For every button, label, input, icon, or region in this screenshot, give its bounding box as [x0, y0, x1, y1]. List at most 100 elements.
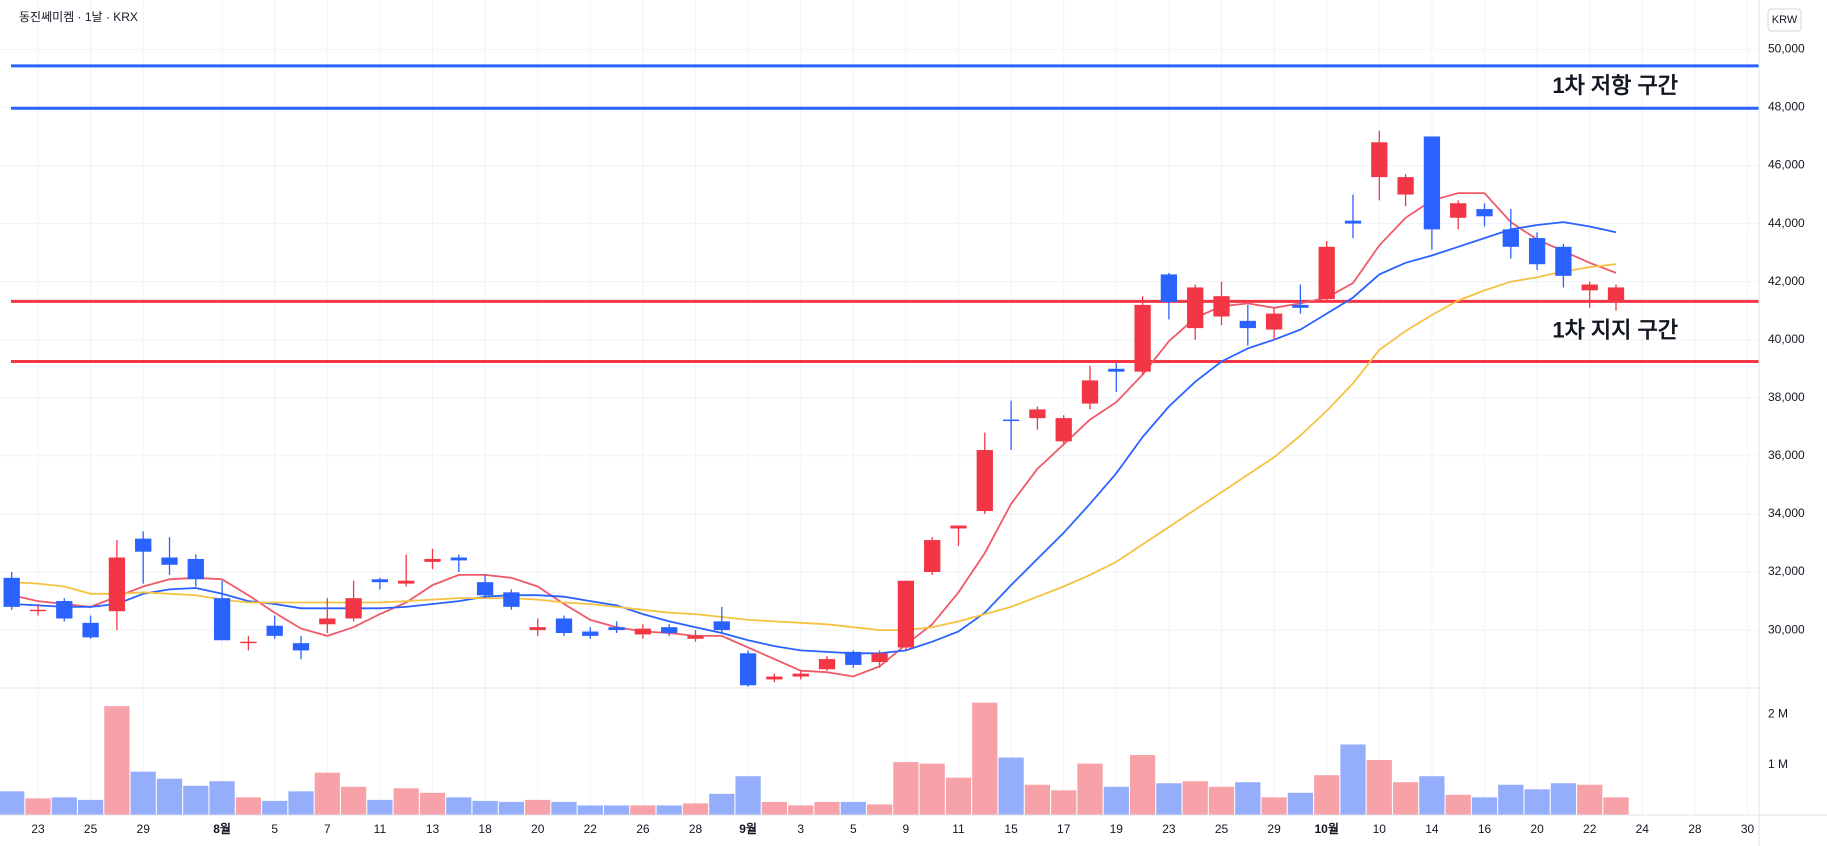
grid: [0, 0, 1759, 815]
candle-body: [292, 643, 310, 651]
candle-body: [634, 628, 652, 635]
volume-bar: [393, 788, 419, 815]
volume-bar: [656, 805, 682, 815]
x-tick-label: 25: [84, 822, 98, 836]
currency-label: KRW: [1772, 14, 1798, 26]
volume-bar: [183, 785, 209, 815]
candle-body: [319, 618, 336, 625]
x-tick-label: 11: [374, 822, 387, 836]
candle-body: [1476, 209, 1493, 217]
volume-bar: [893, 762, 919, 815]
candle-body: [345, 598, 362, 619]
volume-bar: [1577, 784, 1603, 815]
candle-body: [897, 580, 915, 648]
candle-body: [266, 625, 283, 636]
volume-bar: [1445, 794, 1471, 815]
volume-bar: [1392, 782, 1419, 815]
x-tick-label: 20: [1530, 822, 1544, 836]
volume-bar: [525, 799, 551, 815]
volume-bar: [472, 800, 498, 815]
candle-body: [29, 609, 47, 612]
candle-body: [1213, 296, 1230, 317]
candle-body: [1265, 313, 1283, 330]
volume-bar: [1550, 783, 1577, 815]
x-tick-label: 17: [1057, 822, 1071, 836]
candle-body: [1607, 287, 1625, 302]
candle-body: [1397, 177, 1414, 195]
x-tick-label: 14: [1425, 822, 1439, 836]
zone-label: 1차 저항 구간: [1552, 73, 1678, 98]
candle-body: [1344, 220, 1362, 224]
volume-bar: [498, 801, 525, 815]
candle-body: [1160, 274, 1178, 302]
volume-bar: [1235, 782, 1261, 815]
candle-body: [476, 582, 494, 596]
candle-body: [3, 577, 20, 607]
candle-body: [608, 627, 625, 631]
volume-bar: [1156, 783, 1182, 815]
volume-bar: [130, 771, 156, 815]
volume-bar: [577, 805, 603, 815]
volume-bar: [314, 772, 340, 815]
volume-bar: [1366, 760, 1392, 815]
candle-body: [398, 580, 415, 584]
candle-body: [582, 631, 599, 636]
volume-bar: [0, 791, 25, 815]
x-tick-label: 5: [271, 822, 278, 836]
volume-tick-label: 1 M: [1768, 757, 1788, 771]
candle-body: [1318, 246, 1335, 300]
volume-bar: [972, 702, 998, 815]
x-tick-label: 25: [1215, 822, 1229, 836]
volume-bar: [367, 799, 393, 815]
y-tick-label: 40,000: [1768, 332, 1805, 346]
plot: [0, 64, 1759, 815]
x-tick-label: 11: [952, 822, 965, 836]
candle-body: [845, 651, 862, 665]
volume-bar: [446, 797, 472, 815]
candle-body: [766, 676, 783, 680]
volume-bar: [1208, 786, 1235, 815]
currency-box: [1767, 8, 1802, 32]
x-tick-label: 23: [1162, 822, 1176, 836]
candle-body: [187, 558, 204, 580]
volume-bar: [25, 798, 51, 815]
volume-bar: [1603, 797, 1629, 815]
candle-body: [1239, 320, 1256, 329]
volume-bar: [998, 757, 1024, 815]
candle-body: [82, 622, 99, 638]
volume-bar: [1182, 781, 1208, 815]
candle-body: [1450, 203, 1467, 218]
chart-title: 동진쎄미켐 · 1날 · KRX: [19, 10, 138, 24]
x-tick-label: 10: [1373, 822, 1387, 836]
x-tick-label: 13: [426, 822, 440, 836]
x-tick-label: 29: [1267, 822, 1281, 836]
candle-body: [713, 621, 730, 631]
candle-body: [792, 673, 809, 677]
candle-body: [1555, 246, 1572, 276]
volume-bar: [77, 799, 104, 815]
y-tick-label: 32,000: [1768, 564, 1805, 578]
x-tick-label: 15: [1004, 822, 1018, 836]
candle-body: [555, 618, 573, 633]
volume-bar: [1340, 744, 1366, 815]
volume-bar: [1471, 797, 1498, 815]
x-tick-label: 20: [531, 822, 545, 836]
labels: 30,000 32,000 34,000 36,000 38,000 40,000 42,0…: [31, 42, 1805, 837]
volume-tick-label: 2 M: [1768, 706, 1788, 720]
zone-label: 1차 지지 구간: [1552, 317, 1678, 342]
volume-bar: [919, 763, 945, 815]
candle-body: [1134, 304, 1151, 372]
x-tick-label: 16: [1478, 822, 1492, 836]
x-tick-label: 19: [1110, 822, 1124, 836]
candle-body: [371, 579, 389, 583]
candle-body: [1502, 229, 1519, 247]
candle-body: [871, 653, 888, 663]
candle-body: [1002, 419, 1020, 422]
x-tick-label: 10월: [1315, 821, 1339, 836]
volume-bar: [419, 792, 446, 815]
candle-body: [1292, 304, 1309, 308]
volume-bar: [209, 781, 235, 815]
moving-average-line: [11, 263, 1617, 631]
